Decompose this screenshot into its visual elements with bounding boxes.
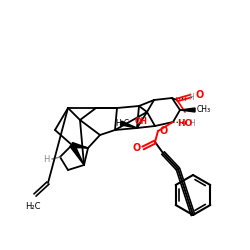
Text: CH₃: CH₃ xyxy=(197,106,211,114)
Polygon shape xyxy=(70,144,84,165)
Text: O: O xyxy=(133,143,141,153)
Polygon shape xyxy=(72,142,88,148)
Text: H: H xyxy=(189,118,195,128)
Text: O: O xyxy=(160,126,168,136)
Text: H₂C: H₂C xyxy=(25,202,41,211)
Text: H: H xyxy=(44,156,50,164)
Polygon shape xyxy=(120,121,137,128)
Polygon shape xyxy=(180,108,195,112)
Text: O: O xyxy=(195,90,203,100)
Text: H: H xyxy=(188,94,194,102)
Text: OH: OH xyxy=(135,116,148,126)
Text: H₃C: H₃C xyxy=(115,118,129,128)
Text: HO: HO xyxy=(177,119,193,128)
